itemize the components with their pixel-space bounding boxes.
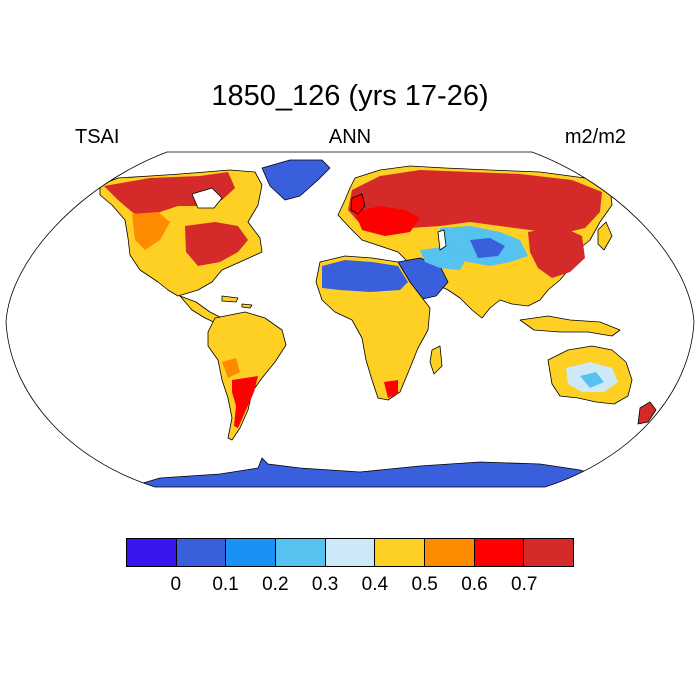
colorbar-tick-label: 0.4	[361, 574, 389, 595]
colorbar-swatch	[473, 538, 525, 567]
caribbean-islands	[221, 295, 253, 309]
colorbar-tick-label: 0.6	[461, 574, 488, 595]
central-australia-core	[580, 372, 604, 388]
colorbar-tick-label: 0.3	[311, 574, 339, 595]
colorbar-tick-label: 0.7	[511, 574, 538, 595]
season-label: ANN	[328, 126, 372, 148]
indonesia	[519, 315, 621, 337]
tibet-low	[470, 238, 505, 258]
europe-red	[355, 206, 420, 236]
india	[466, 268, 498, 308]
north-canada-high	[104, 172, 235, 220]
east-asia-high	[528, 226, 585, 278]
hudson-bay	[191, 187, 223, 209]
colorbar-tick-label: 0.5	[411, 574, 438, 595]
colorbar-swatch	[424, 538, 475, 567]
new-zealand	[637, 401, 657, 425]
sahara	[322, 260, 408, 292]
colorbar-swatch	[523, 538, 575, 567]
variable-label: TSAI	[75, 126, 120, 148]
colorbar-swatch	[374, 538, 426, 567]
colorbar	[126, 538, 575, 567]
colorbar-swatch	[275, 538, 326, 567]
map-title: 1850_126 (yrs 17-26)	[211, 80, 489, 112]
southern-africa-high	[384, 380, 398, 398]
uk	[350, 193, 366, 215]
south-america	[207, 311, 287, 441]
colorbar-tick-label: 0	[170, 574, 182, 595]
madagascar	[429, 345, 443, 375]
africa	[315, 255, 431, 401]
south-america-mid	[222, 358, 240, 378]
caspian-sea	[437, 229, 447, 251]
colorbar-swatch	[324, 538, 376, 567]
colorbar-tick-label: 0.1	[212, 574, 239, 595]
south-america-south-high	[232, 376, 258, 428]
units-label: m2/m2	[564, 126, 626, 148]
japan	[597, 221, 613, 251]
map-boundary	[5, 151, 695, 488]
middle-east-low	[420, 246, 468, 270]
colorbar-swatch	[126, 538, 177, 567]
greenland	[261, 159, 331, 201]
west-canada-mid	[132, 212, 170, 250]
colorbar-swatch	[225, 538, 277, 567]
colorbar-tick-label: 0.2	[262, 574, 289, 595]
colorbar-swatch	[175, 538, 227, 567]
eastern-north-america-high	[185, 222, 248, 266]
